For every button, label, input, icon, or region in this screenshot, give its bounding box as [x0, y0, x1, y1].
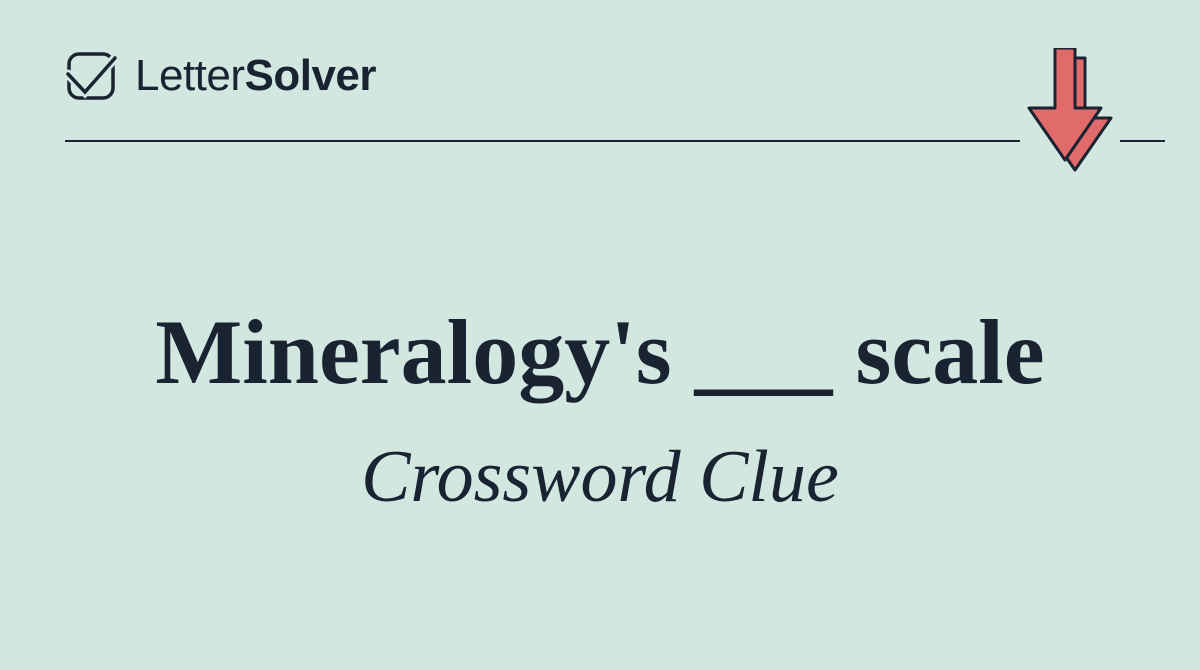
clue-title: Mineralogy's ___ scale: [0, 297, 1200, 407]
divider-line-right: [1120, 140, 1165, 142]
logo-text-bold: Solver: [245, 51, 377, 100]
arrow-down-icon: [1025, 48, 1115, 178]
logo-text: LetterSolver: [135, 51, 376, 101]
logo-check-icon: [65, 50, 117, 102]
content: Mineralogy's ___ scale Crossword Clue: [0, 102, 1200, 520]
divider-line-left: [65, 140, 1020, 142]
header: LetterSolver: [0, 0, 1200, 102]
clue-subtitle: Crossword Clue: [0, 435, 1200, 520]
logo-text-light: Letter: [135, 51, 245, 100]
